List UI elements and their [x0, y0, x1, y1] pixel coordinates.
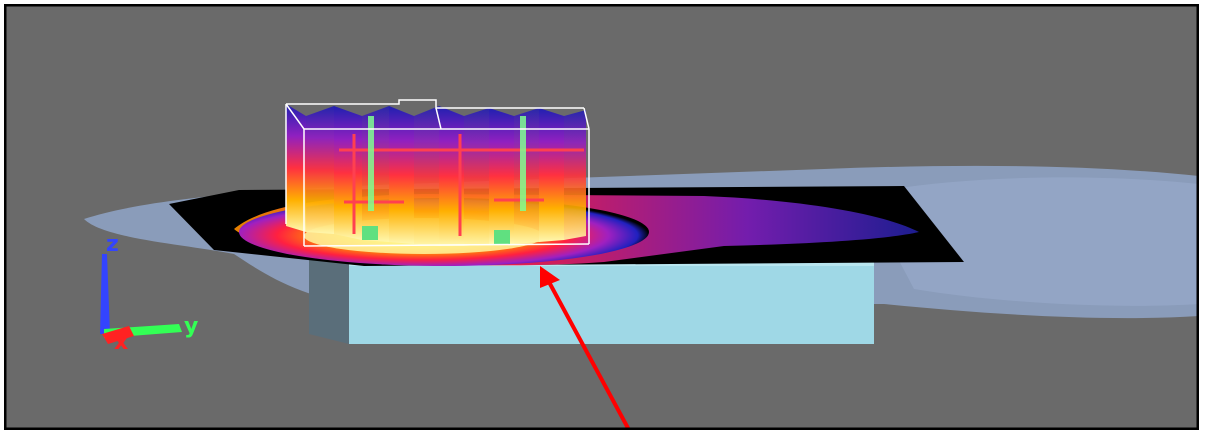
scene-canvas[interactable]: z y x	[4, 4, 1199, 430]
x-axis-label: x	[114, 330, 128, 355]
x-axis-arrow	[102, 326, 134, 344]
annotation-arrow	[540, 266, 631, 430]
z-axis-arrow	[100, 254, 110, 334]
building-wireframe	[285, 99, 590, 247]
axis-triad: z y x	[100, 232, 198, 355]
foundation-block	[309, 254, 874, 344]
viewport-3d[interactable]: z y x	[4, 4, 1199, 430]
z-axis-label: z	[106, 232, 119, 257]
building-fins	[286, 104, 586, 246]
y-axis-label: y	[184, 314, 198, 339]
viewport-border	[4, 4, 1199, 430]
